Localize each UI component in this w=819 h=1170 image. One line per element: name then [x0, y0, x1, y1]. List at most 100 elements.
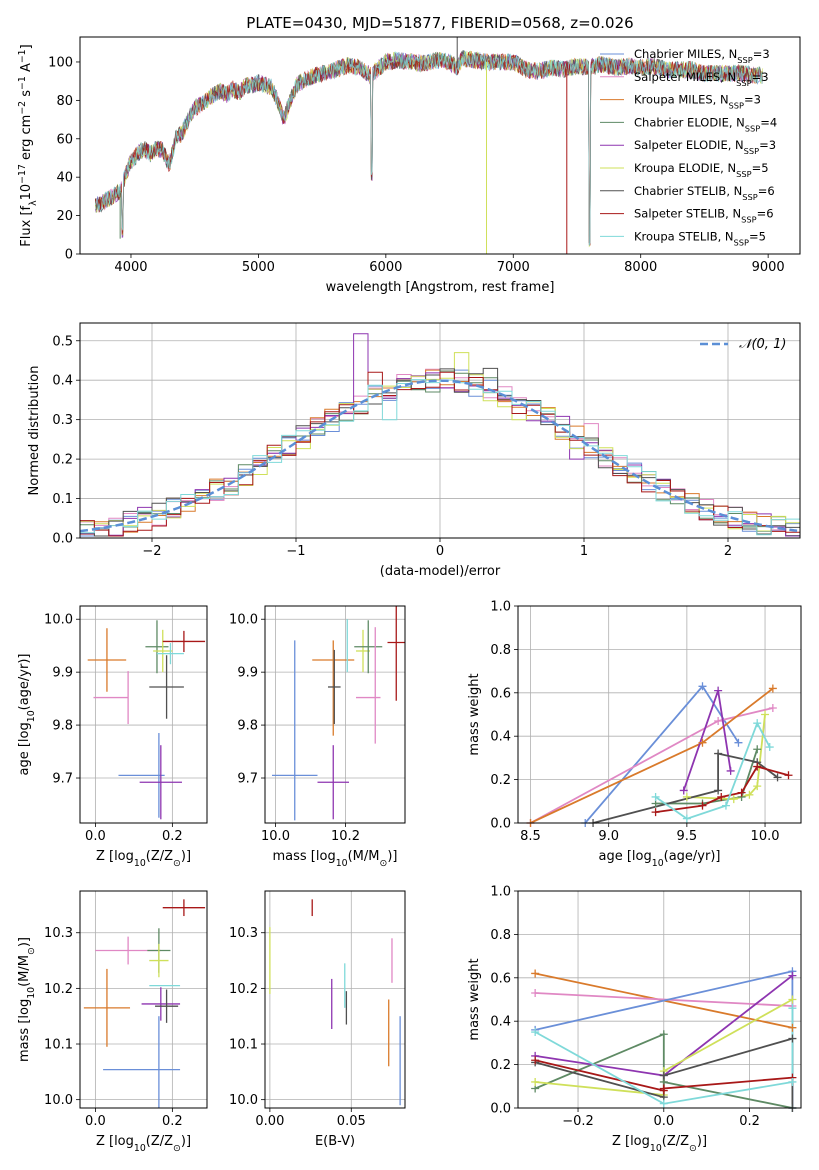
y-axis-label: age [log10(age/yr)] — [17, 654, 37, 776]
x-tick-label: 10.2 — [331, 829, 360, 844]
y-tick-label: 9.8 — [237, 719, 258, 734]
y-tick-label: 10.2 — [229, 982, 258, 997]
y-tick-label: 100 — [48, 55, 73, 70]
y-tick-label: 0.4 — [52, 374, 73, 389]
legend-label-part: Chabrier MILES, N — [634, 47, 737, 61]
weight-marker — [784, 771, 793, 780]
weight-marker — [753, 762, 762, 771]
legend-label: Kroupa STELIB, NSSP=5 — [634, 229, 766, 247]
y-axis-label-part: Flux [f — [19, 205, 34, 246]
legend-label-part: SSP — [742, 192, 757, 202]
legend-label: Salpeter STELIB, NSSP=6 — [634, 207, 774, 225]
spectrum-line — [94, 50, 763, 245]
x-tick-label: 0.0 — [653, 1114, 674, 1129]
legend-label-part: Kroupa ELODIE, N — [634, 161, 736, 175]
legend-label-part: =3 — [744, 93, 761, 107]
x-axis-label: age [log10(age/yr)] — [599, 849, 721, 869]
x-axis-label-part: )] — [181, 1134, 191, 1149]
weight-marker — [788, 971, 797, 980]
legend-label-part: =3 — [759, 138, 776, 152]
y-axis-label-part: λ — [28, 200, 39, 206]
x-axis-label: E(B-V) — [315, 1134, 355, 1149]
weight-marker — [682, 814, 691, 823]
y-tick-label: 10.3 — [44, 926, 73, 941]
age-vs-metallicity-panel: 0.0 0.29.79.89.910.0Z [log10(Z/Z⊙)]age [l… — [17, 605, 208, 869]
weight-marker — [788, 1077, 797, 1086]
y-tick-label: 9.7 — [52, 772, 73, 787]
x-axis-label-part: (Z/Z — [146, 849, 173, 864]
weight-marker — [753, 782, 762, 791]
x-tick-label: 0.2 — [162, 1114, 183, 1129]
x-axis-label-part: ⊙ — [173, 858, 181, 869]
y-axis-label: Normed distribution — [27, 366, 42, 496]
y-tick-label: 0.3 — [52, 413, 73, 428]
plot-area — [518, 891, 801, 1108]
x-tick-label: 0.0 — [85, 1114, 106, 1129]
y-tick-label: 0 — [65, 248, 73, 263]
x-tick-label: 2 — [724, 544, 732, 559]
weight-marker — [717, 792, 726, 801]
x-axis-label-part: 10 — [336, 858, 348, 869]
legend-label-part: SSP — [744, 146, 759, 156]
normal-reference-curve — [80, 379, 798, 533]
y-tick-label: 0.6 — [490, 686, 511, 701]
y-tick-label: 0.2 — [52, 453, 73, 468]
legend-label-part: Kroupa MILES, N — [634, 93, 729, 107]
weight-marker — [753, 719, 762, 728]
weight-marker — [737, 788, 746, 797]
x-axis-label-part: Z [log — [612, 1134, 650, 1149]
x-axis-label-part: 10 — [134, 1143, 146, 1154]
mass-weight-vs-metallicity-panel: −0.2 0.0 0.2 0.0 0.2 0.4 0.6 0.8 1.0 Z [log10(Z/Z… — [467, 885, 802, 1154]
y-tick-label: 60 — [56, 132, 73, 147]
x-axis-label: mass [log10(M/M⊙)] — [273, 849, 398, 869]
plot-area — [80, 323, 800, 538]
y-tick-label: 10.0 — [44, 1093, 73, 1108]
legend-label: Salpeter ELODIE, NSSP=3 — [634, 138, 776, 156]
y-tick-label: 10.1 — [229, 1038, 258, 1053]
y-tick-label: 0.4 — [490, 730, 511, 745]
x-tick-label: −2 — [142, 544, 161, 559]
y-axis-label: mass weight — [467, 958, 482, 1040]
x-axis-label: Z [log10(Z/Z⊙)] — [612, 1134, 707, 1154]
x-axis-label-part: ⊙ — [689, 1143, 697, 1154]
x-axis-label-part: ⊙ — [379, 858, 387, 869]
y-axis-label-part: s — [19, 90, 34, 101]
legend-label: Chabrier ELODIE, NSSP=4 — [634, 115, 777, 133]
weight-marker — [788, 1004, 797, 1013]
y-axis-label-part: A — [19, 63, 34, 76]
weight-marker — [682, 792, 691, 801]
weight-marker — [726, 766, 735, 775]
y-tick-label: 10.0 — [44, 613, 73, 628]
legend-label-part: SSP — [736, 78, 751, 88]
y-axis-label-part: 10 — [26, 710, 37, 722]
y-tick-label: 0.2 — [490, 1058, 511, 1073]
axes-frame — [79, 322, 801, 539]
x-axis-label-part: mass [log — [273, 849, 336, 864]
x-tick-label: 10.0 — [261, 829, 290, 844]
x-tick-label: 0.2 — [739, 1114, 760, 1129]
axes-frame — [79, 890, 208, 1109]
x-tick-label: 8.5 — [520, 829, 541, 844]
x-tick-label: 9.5 — [677, 829, 698, 844]
x-axis-label-part: Z [log — [96, 1134, 134, 1149]
axes-frame — [517, 890, 802, 1109]
legend-label-part: SSP — [745, 123, 760, 133]
weight-marker — [651, 808, 660, 817]
x-tick-label: 1 — [580, 544, 588, 559]
legend-label: 𝒩(0, 1) — [739, 337, 786, 352]
axes-frame — [517, 605, 802, 824]
x-axis-label-part: (Z/Z — [146, 1134, 173, 1149]
axes-frame — [264, 890, 406, 1109]
x-axis-label-part: (age/yr)] — [664, 849, 721, 864]
weight-marker — [745, 790, 754, 799]
legend-label: Kroupa MILES, NSSP=3 — [634, 93, 761, 111]
x-axis-label-part: )] — [181, 849, 191, 864]
x-tick-label: 9000 — [752, 260, 785, 275]
y-tick-label: 10.2 — [44, 982, 73, 997]
x-tick-label: 0.00 — [255, 1114, 284, 1129]
weight-marker — [714, 749, 723, 758]
x-tick-label: 9.0 — [598, 829, 619, 844]
x-tick-label: 0.2 — [162, 829, 183, 844]
weight-marker — [788, 1034, 797, 1043]
